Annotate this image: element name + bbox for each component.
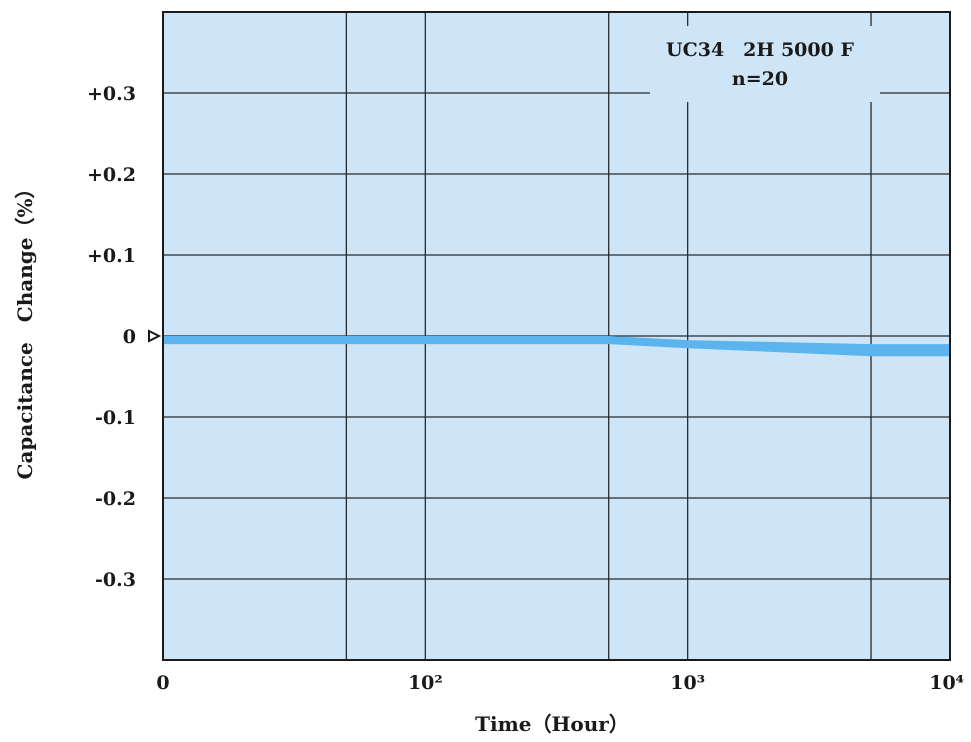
legend-box: [650, 26, 880, 102]
x-tick-label: 10³: [670, 672, 705, 694]
y-axis-title: Capacitance Change（%）: [13, 179, 37, 480]
capacitance-band: [163, 336, 950, 357]
legend-title: UC34 2H 5000 F: [666, 39, 854, 61]
y-tick-labels: +0.3 +0.2 +0.1 0 -0.1 -0.2 -0.3: [87, 83, 136, 591]
y-tick-label: 0: [123, 326, 136, 348]
legend: UC34 2H 5000 F n=20: [650, 26, 880, 102]
y-tick-label: -0.2: [95, 488, 136, 510]
legend-sample-count: n=20: [732, 68, 788, 90]
x-tick-label: 10⁴: [929, 672, 964, 694]
y-tick-label: -0.3: [95, 569, 136, 591]
x-tick-label: 0: [156, 672, 169, 694]
y-tick-label: +0.2: [87, 164, 136, 186]
initial-value-marker: [148, 329, 162, 343]
y-tick-label: -0.1: [95, 407, 136, 429]
x-tick-labels: 0 10² 10³ 10⁴: [156, 672, 964, 694]
y-tick-label: +0.1: [87, 245, 136, 267]
x-axis-title: Time（Hour）: [475, 712, 629, 736]
plot-frame: [162, 11, 951, 661]
y-tick-label: +0.3: [87, 83, 136, 105]
x-tick-label: 10²: [408, 672, 443, 694]
